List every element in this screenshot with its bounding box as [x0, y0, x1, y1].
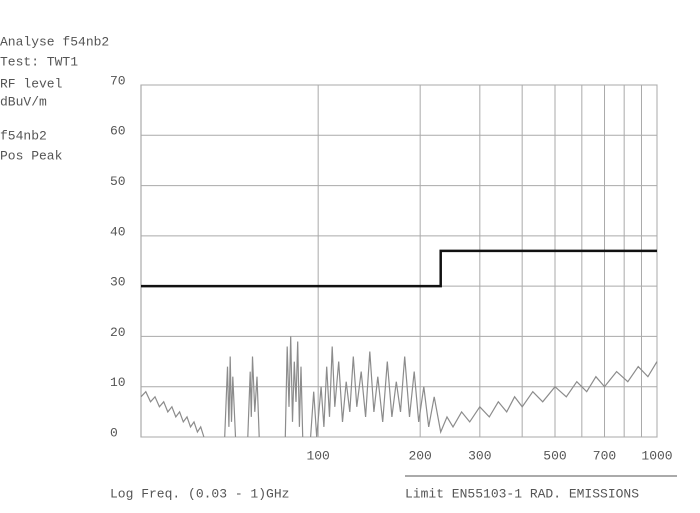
- header-line: Pos Peak: [0, 148, 63, 163]
- y-tick-label: 50: [110, 174, 126, 189]
- x-tick-label: 100: [306, 448, 329, 463]
- header-line: dBuV/m: [0, 94, 47, 109]
- x-tick-label: 1000: [641, 448, 672, 463]
- limit-line: [141, 249, 657, 288]
- y-tick-label: 20: [110, 325, 126, 340]
- x-axis-label: Log Freq. (0.03 - 1)GHz: [110, 486, 289, 501]
- header-line: f54nb2: [0, 128, 47, 143]
- header-line: RF level: [0, 76, 63, 91]
- y-tick-label: 30: [110, 275, 126, 290]
- y-tick-label: 0: [110, 425, 118, 440]
- y-tick-label: 70: [110, 73, 126, 88]
- header-line: Test: TWT1: [0, 54, 78, 69]
- x-tick-label: 300: [468, 448, 491, 463]
- x-tick-label: 700: [593, 448, 616, 463]
- trace-line: [140, 336, 658, 438]
- y-tick-label: 60: [110, 124, 126, 139]
- x-tick-label: 200: [408, 448, 431, 463]
- y-tick-label: 10: [110, 375, 126, 390]
- y-tick-label: 40: [110, 224, 126, 239]
- x-tick-label: 500: [543, 448, 566, 463]
- header-line: Analyse f54nb2: [0, 34, 109, 49]
- limit-label: Limit EN55103-1 RAD. EMISSIONS: [405, 486, 639, 501]
